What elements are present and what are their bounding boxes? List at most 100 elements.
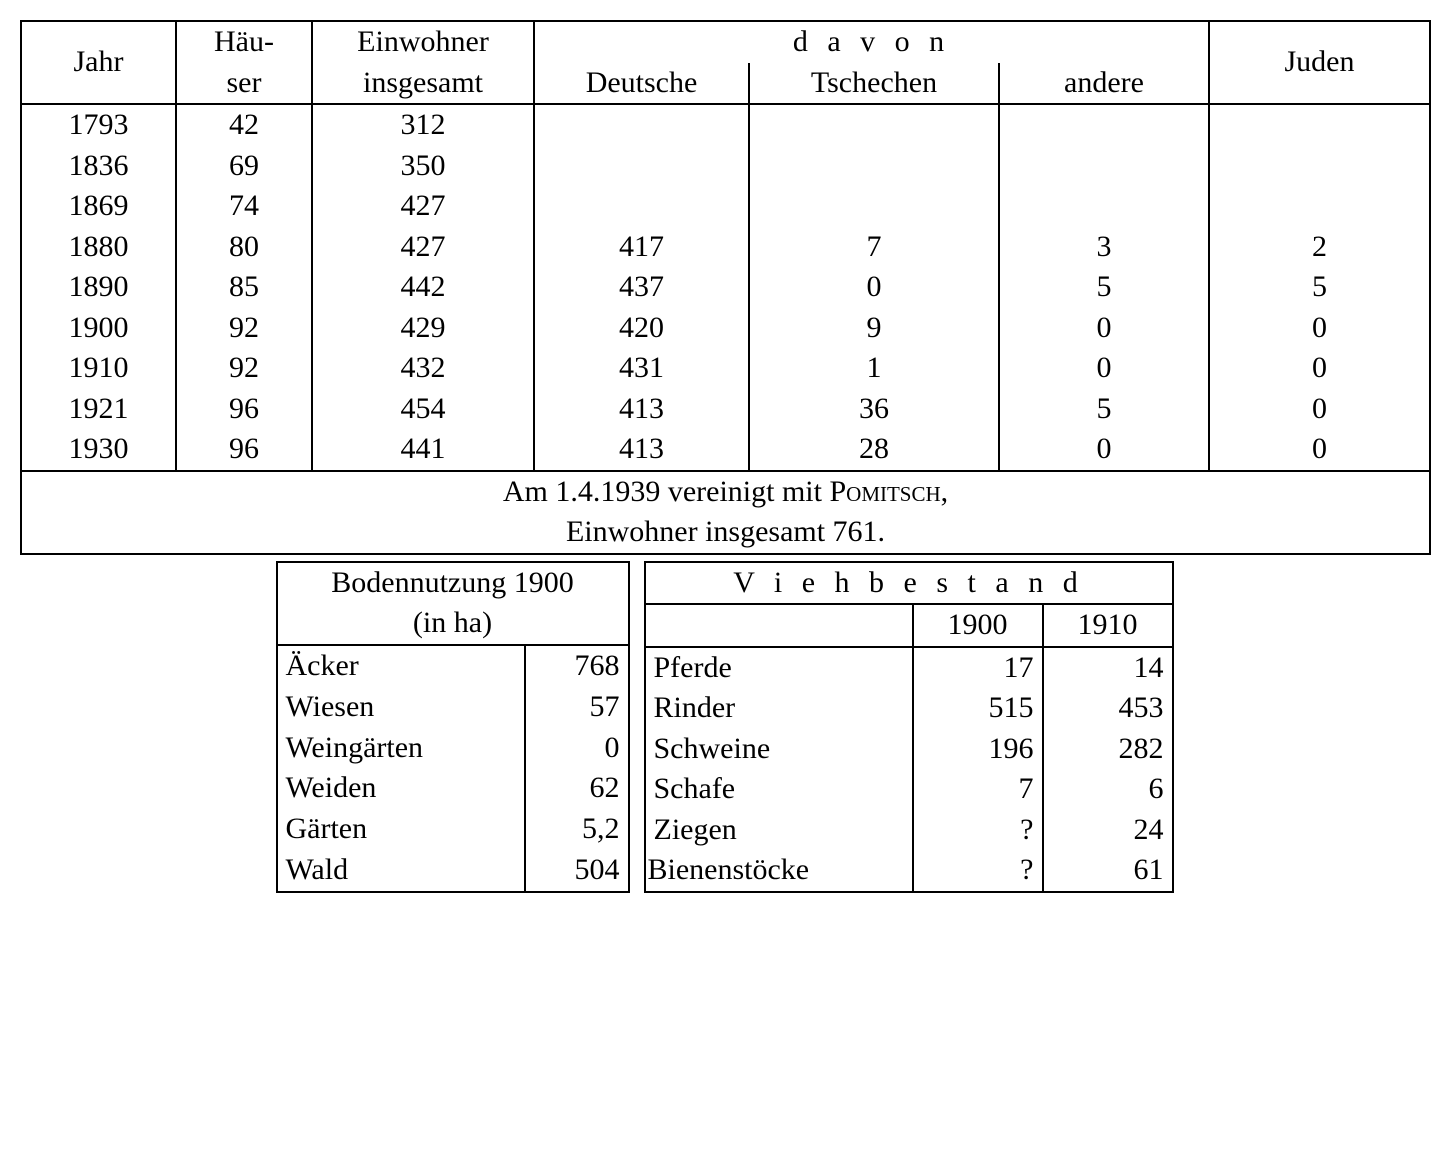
livestock-y2: 61	[1043, 850, 1173, 892]
table-row: 186974427	[21, 186, 1430, 227]
cell-tschechen: 36	[749, 389, 999, 430]
cell-jahr: 1836	[21, 146, 176, 187]
footnote-1c: ,	[941, 475, 949, 508]
cell-jahr: 1793	[21, 104, 176, 146]
col-einwohner-1: Einwohner	[312, 21, 534, 63]
land-value: 57	[525, 687, 629, 728]
cell-haeuser: 69	[176, 146, 312, 187]
table-row: 188080427417732	[21, 227, 1430, 268]
cell-juden	[1209, 146, 1430, 187]
cell-andere: 5	[999, 267, 1209, 308]
cell-haeuser: 96	[176, 389, 312, 430]
cell-andere	[999, 186, 1209, 227]
cell-tschechen: 28	[749, 429, 999, 471]
livestock-name: Schafe	[645, 769, 913, 810]
cell-jahr: 1890	[21, 267, 176, 308]
cell-deutsche	[534, 146, 749, 187]
table-row: Ziegen?24	[645, 810, 1173, 851]
cell-einwohner: 427	[312, 186, 534, 227]
bottom-tables: Bodennutzung 1900 (in ha) Äcker768Wiesen…	[20, 561, 1429, 893]
cell-deutsche	[534, 186, 749, 227]
land-value: 504	[525, 850, 629, 892]
table-row: 189085442437055	[21, 267, 1430, 308]
table-row: Weiden62	[277, 768, 629, 809]
livestock-y2: 24	[1043, 810, 1173, 851]
cell-juden: 0	[1209, 389, 1430, 430]
cell-tschechen: 0	[749, 267, 999, 308]
cell-deutsche: 431	[534, 348, 749, 389]
cell-einwohner: 350	[312, 146, 534, 187]
livestock-y1: 17	[913, 647, 1043, 689]
livestock-year1: 1900	[913, 604, 1043, 647]
land-name: Äcker	[277, 645, 525, 687]
cell-tschechen: 1	[749, 348, 999, 389]
cell-tschechen	[749, 104, 999, 146]
land-value: 62	[525, 768, 629, 809]
livestock-year2: 1910	[1043, 604, 1173, 647]
cell-deutsche: 437	[534, 267, 749, 308]
cell-jahr: 1880	[21, 227, 176, 268]
cell-haeuser: 74	[176, 186, 312, 227]
livestock-name: Bienenstöcke	[645, 850, 913, 892]
land-name: Gärten	[277, 809, 525, 850]
livestock-name: Pferde	[645, 647, 913, 689]
livestock-y1: 515	[913, 688, 1043, 729]
land-value: 0	[525, 727, 629, 768]
cell-andere: 0	[999, 348, 1209, 389]
col-tschechen: Tschechen	[749, 63, 999, 105]
table-row: Äcker768	[277, 645, 629, 687]
cell-haeuser: 80	[176, 227, 312, 268]
cell-jahr: 1900	[21, 308, 176, 349]
cell-einwohner: 442	[312, 267, 534, 308]
cell-einwohner: 312	[312, 104, 534, 146]
table-row: Schafe76	[645, 769, 1173, 810]
livestock-name: Schweine	[645, 729, 913, 770]
cell-juden	[1209, 186, 1430, 227]
col-davon: d a v o n	[534, 21, 1209, 63]
table-row: Gärten5,2	[277, 809, 629, 850]
table-row: Weingärten0	[277, 727, 629, 768]
land-name: Wald	[277, 850, 525, 892]
livestock-title: V i e h b e s t a n d	[645, 562, 1173, 605]
cell-juden: 2	[1209, 227, 1430, 268]
cell-andere	[999, 104, 1209, 146]
table-row: 191092432431100	[21, 348, 1430, 389]
livestock-name: Rinder	[645, 688, 913, 729]
table-row: Schweine196282	[645, 729, 1173, 770]
cell-jahr: 1910	[21, 348, 176, 389]
livestock-y1: 7	[913, 769, 1043, 810]
table-row: Wald504	[277, 850, 629, 892]
land-name: Weingärten	[277, 727, 525, 768]
cell-einwohner: 427	[312, 227, 534, 268]
cell-einwohner: 441	[312, 429, 534, 471]
livestock-y2: 14	[1043, 647, 1173, 689]
livestock-y1: ?	[913, 810, 1043, 851]
cell-andere: 0	[999, 308, 1209, 349]
cell-einwohner: 454	[312, 389, 534, 430]
cell-jahr: 1930	[21, 429, 176, 471]
land-value: 768	[525, 645, 629, 687]
footnote-1b: Pomitsch	[829, 475, 940, 508]
population-table: Jahr Häu- Einwohner d a v o n Juden ser …	[20, 20, 1431, 555]
table-row: Pferde1714	[645, 647, 1173, 689]
cell-tschechen: 9	[749, 308, 999, 349]
land-name: Weiden	[277, 768, 525, 809]
population-footnote-1: Am 1.4.1939 vereinigt mit Pomitsch,	[21, 471, 1430, 513]
cell-juden: 0	[1209, 429, 1430, 471]
cell-juden	[1209, 104, 1430, 146]
livestock-table: V i e h b e s t a n d 1900 1910 Pferde17…	[644, 561, 1174, 893]
table-row: 1921964544133650	[21, 389, 1430, 430]
population-footnote-2: Einwohner insgesamt 761.	[21, 512, 1430, 554]
cell-jahr: 1921	[21, 389, 176, 430]
cell-einwohner: 429	[312, 308, 534, 349]
col-andere: andere	[999, 63, 1209, 105]
cell-haeuser: 92	[176, 348, 312, 389]
cell-andere	[999, 146, 1209, 187]
livestock-name: Ziegen	[645, 810, 913, 851]
cell-tschechen	[749, 186, 999, 227]
col-juden: Juden	[1209, 21, 1430, 104]
cell-andere: 0	[999, 429, 1209, 471]
col-einwohner-2: insgesamt	[312, 63, 534, 105]
cell-deutsche	[534, 104, 749, 146]
col-haeuser-2: ser	[176, 63, 312, 105]
